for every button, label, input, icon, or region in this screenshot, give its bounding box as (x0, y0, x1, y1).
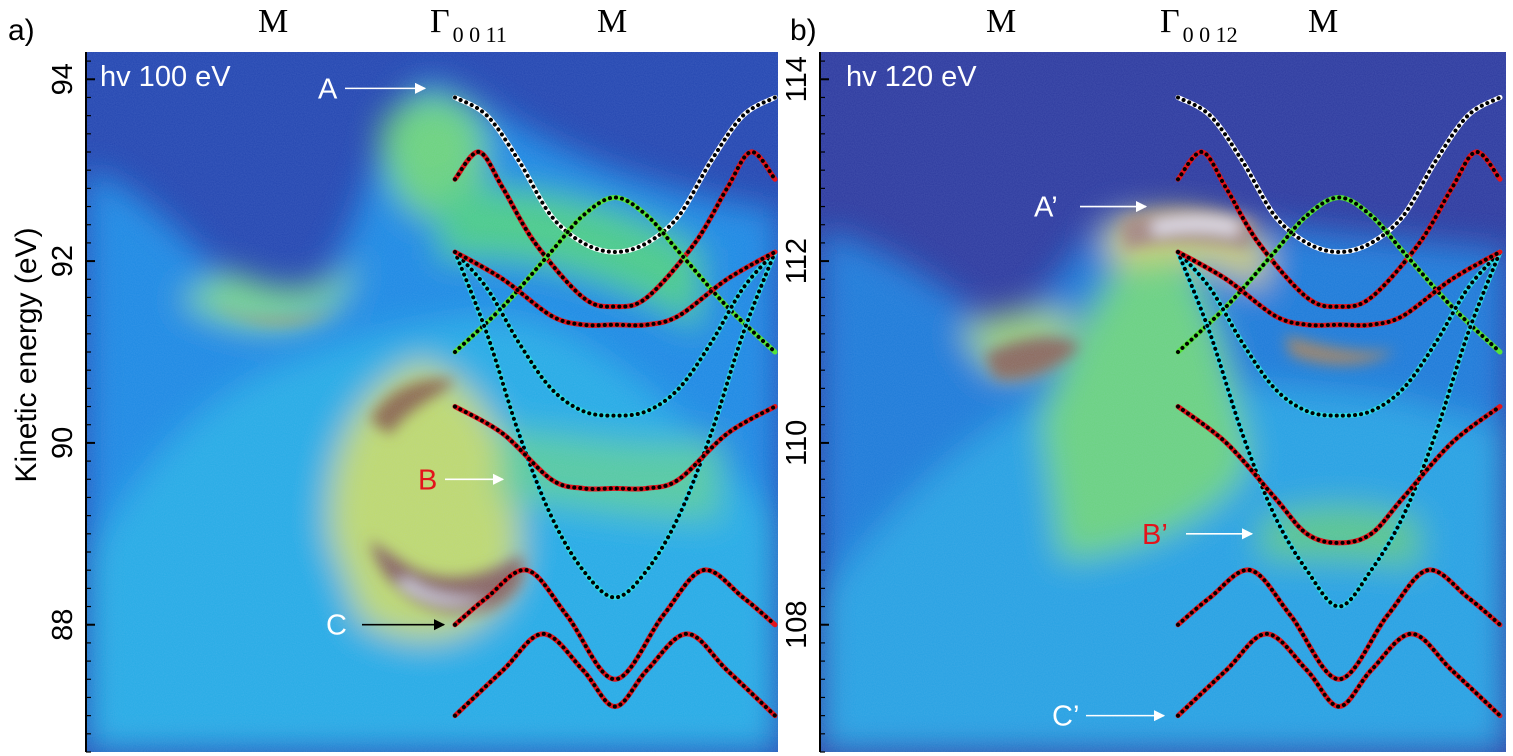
band-curve (452, 249, 778, 419)
y-tick-label: 108 (781, 601, 813, 649)
band-curve (1175, 249, 1503, 419)
band-curve (452, 149, 778, 310)
panel-a-heatmap (86, 52, 778, 752)
top-label-m: M (258, 3, 288, 40)
panel-b-photon-energy: hv 120 eV (846, 61, 977, 93)
band-curve (452, 404, 778, 492)
band-curve (1175, 149, 1503, 310)
panel-b-letter: b) (790, 14, 817, 47)
y-axis-label: Kinetic energy (eV) (10, 227, 43, 482)
annotation-label: B (418, 464, 437, 496)
band-curve (1175, 249, 1503, 610)
band-curve (1175, 404, 1503, 546)
band-curve (452, 194, 778, 355)
annotation-label: B’ (1142, 519, 1168, 551)
y-tick-label: 90 (47, 427, 79, 459)
y-tick-label: 94 (47, 63, 79, 95)
band-curve (1175, 94, 1503, 255)
y-tick-label: 88 (47, 609, 79, 641)
y-tick-label: 112 (781, 238, 813, 284)
band-curve (1175, 567, 1503, 682)
top-label-m: M (597, 3, 627, 40)
band-curve (1175, 631, 1503, 719)
top-label-m: M (986, 3, 1016, 40)
band-curve (1175, 249, 1503, 328)
top-label-m: M (1308, 3, 1338, 40)
panel-a-photon-energy: hv 100 eV (100, 61, 231, 93)
panel-b-heatmap (820, 52, 1506, 752)
band-curve (1175, 194, 1503, 355)
annotation-label: A (318, 73, 338, 105)
panel-a-letter: a) (8, 14, 35, 47)
band-curve (452, 567, 778, 682)
band-curve (452, 249, 778, 328)
band-curve (452, 249, 778, 600)
annotation-label: A’ (1034, 192, 1058, 224)
y-tick-label: 110 (781, 420, 813, 466)
annotation-label: C (326, 610, 347, 642)
band-curve (452, 631, 778, 719)
y-tick-label: 92 (47, 245, 79, 277)
annotation-label: C’ (1052, 701, 1079, 733)
band-curve (452, 94, 778, 255)
y-tick-label: 114 (781, 56, 813, 102)
